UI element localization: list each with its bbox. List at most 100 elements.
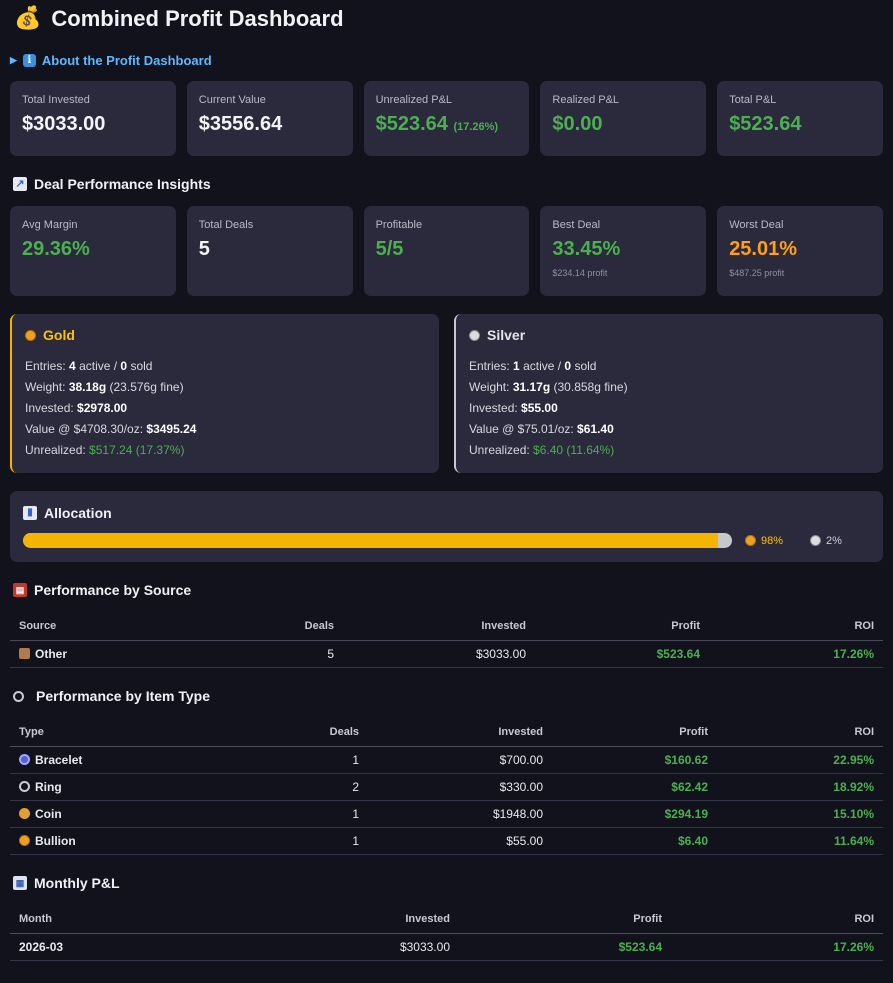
ring-icon [19, 781, 30, 792]
silver-value: Value @ $75.01/oz: $61.40 [469, 422, 614, 436]
calendar-icon: ▦ [13, 876, 27, 890]
invested-cell: $3033.00 [190, 933, 459, 961]
card-value: $3033.00 [22, 113, 106, 135]
profit-cell: $62.42 [552, 773, 717, 801]
about-label: About the Profit Dashboard [41, 52, 212, 68]
silver-entries: Entries: 1 active / 0 sold [469, 359, 597, 373]
col-deals: Deals [170, 612, 343, 641]
coin-icon [19, 808, 30, 819]
table-header-row: Type Deals Invested Profit ROI [10, 718, 883, 747]
card-value: 25.01% [729, 238, 798, 260]
profit-cell: $294.19 [552, 800, 717, 828]
table-header-row: Month Invested Profit ROI [10, 905, 883, 934]
table-row: Other 5 $3033.00 $523.64 17.26% [10, 640, 883, 668]
roi-cell: 17.26% [709, 640, 883, 668]
about-toggle[interactable]: ▶ i About the Profit Dashboard [10, 50, 883, 70]
store-icon: ▤ [13, 583, 27, 597]
medal-icon [19, 835, 30, 846]
deals-cell: 1 [170, 746, 368, 774]
table-row: Ring 2 $330.00 $62.42 18.92% [10, 773, 883, 801]
profit-cell: $160.62 [552, 746, 717, 774]
card-label: Realized P&L [552, 94, 620, 106]
invested-cell: $1948.00 [368, 800, 552, 828]
col-profit: Profit [535, 612, 709, 641]
card-label: Current Value [198, 94, 266, 106]
info-icon: i [22, 53, 36, 67]
col-profit: Profit [552, 718, 717, 747]
metal-panels: Gold Entries: 4 active / 0 sold Weight: … [10, 314, 883, 473]
profit-cell: $523.64 [535, 640, 709, 668]
gold-allocation-fill [23, 533, 718, 548]
card-label: Total Deals [198, 219, 254, 231]
card-subtext: $234.14 profit [552, 268, 608, 278]
total-deals-card: Total Deals 5 [186, 206, 353, 296]
item-type-table: Type Deals Invested Profit ROI Bracelet … [10, 718, 883, 855]
bracelet-icon [19, 754, 30, 765]
type-name: Ring [35, 780, 62, 794]
card-value: $3556.64 [198, 113, 283, 135]
allocation-bar [23, 533, 732, 548]
insight-cards: Avg Margin 29.36% Total Deals 5 Profitab… [10, 206, 883, 296]
table-row: Coin 1 $1948.00 $294.19 15.10% [10, 800, 883, 828]
invested-cell: $330.00 [368, 773, 552, 801]
col-invested: Invested [343, 612, 535, 641]
gold-weight: Weight: 38.18g (23.576g fine) [25, 380, 184, 394]
silver-invested: Invested: $55.00 [469, 401, 558, 415]
card-value: $0.00 [552, 113, 603, 135]
worst-deal-card: Worst Deal 25.01% $487.25 profit [717, 206, 883, 296]
ring-icon [13, 690, 24, 702]
deals-cell: 1 [170, 827, 368, 855]
profit-cell: $6.40 [552, 827, 717, 855]
gold-panel: Gold Entries: 4 active / 0 sold Weight: … [10, 314, 439, 473]
total-invested-card: Total Invested $3033.00 [10, 81, 176, 156]
card-label: Total P&L [729, 94, 777, 106]
invested-cell: $55.00 [368, 827, 552, 855]
card-value: 29.36% [22, 238, 90, 260]
invested-cell: $3033.00 [343, 640, 535, 668]
expand-triangle-icon: ▶ [10, 54, 17, 65]
allocation-bar-row: 98% 2% [23, 533, 870, 548]
bar-chart-icon: ▮ [23, 506, 37, 520]
package-icon [19, 648, 30, 659]
profitable-card: Profitable 5/5 [363, 206, 530, 296]
gold-medal-icon [25, 329, 36, 341]
card-label: Avg Margin [22, 219, 78, 231]
type-name: Bullion [35, 834, 76, 848]
card-value: 5/5 [375, 238, 404, 260]
col-roi: ROI [717, 718, 883, 747]
col-invested: Invested [368, 718, 552, 747]
col-roi: ROI [709, 612, 883, 641]
card-label: Best Deal [552, 219, 601, 231]
unrealized-percent: (17.26%) [453, 121, 499, 133]
money-bag-icon: 💰 [14, 6, 42, 31]
roi-cell: 22.95% [717, 746, 883, 774]
insights-heading: ↗ Deal Performance Insights [10, 176, 883, 192]
col-profit: Profit [459, 905, 671, 934]
dashboard: 💰 Combined Profit Dashboard ▶ i About th… [10, 6, 883, 961]
gold-invested: Invested: $2978.00 [25, 401, 128, 415]
col-type: Type [10, 718, 170, 747]
allocation-heading: ▮ Allocation [23, 505, 870, 521]
deals-cell: 5 [170, 640, 343, 668]
realized-pl-card: Realized P&L $0.00 [540, 81, 707, 156]
silver-medal-icon [469, 329, 480, 341]
card-value: 5 [198, 238, 210, 260]
roi-cell: 18.92% [717, 773, 883, 801]
table-row: Bracelet 1 $700.00 $160.62 22.95% [10, 746, 883, 774]
deals-cell: 2 [170, 773, 368, 801]
deals-cell: 1 [170, 800, 368, 828]
monthly-table: Month Invested Profit ROI 2026-03 $3033.… [10, 905, 883, 961]
card-label: Total Invested [22, 94, 90, 106]
chart-increasing-icon: ↗ [13, 177, 27, 191]
col-deals: Deals [170, 718, 368, 747]
invested-cell: $700.00 [368, 746, 552, 774]
gold-medal-icon [745, 535, 756, 546]
roi-cell: 17.26% [671, 933, 883, 961]
table-row: Bullion 1 $55.00 $6.40 11.64% [10, 827, 883, 855]
col-invested: Invested [190, 905, 459, 934]
card-value: $523.64 (17.26%) [376, 113, 518, 136]
col-roi: ROI [671, 905, 883, 934]
silver-unrealized: Unrealized: $6.40 (11.64%) [469, 443, 615, 457]
gold-entries: Entries: 4 active / 0 sold [25, 359, 153, 373]
best-deal-card: Best Deal 33.45% $234.14 profit [540, 206, 707, 296]
